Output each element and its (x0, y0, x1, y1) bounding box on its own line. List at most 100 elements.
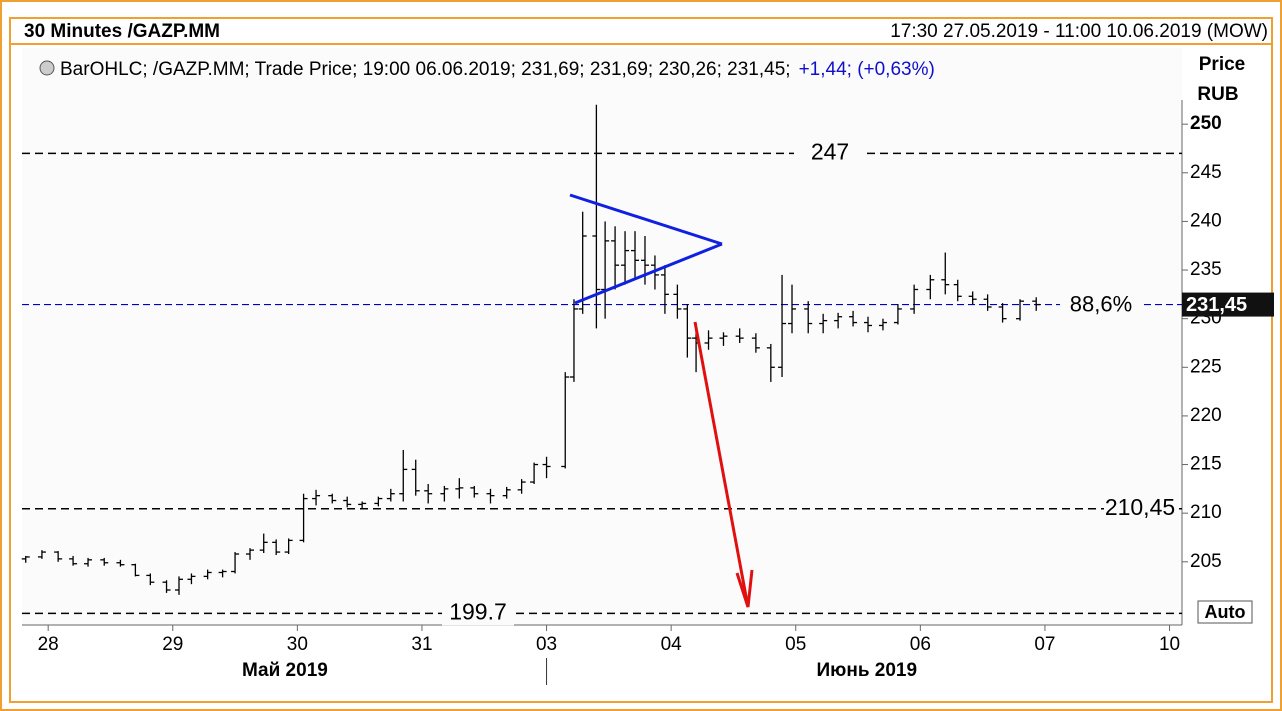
ohlc-bar (998, 303, 1007, 323)
ohlc-bar (37, 550, 46, 559)
ohlc-bar (231, 552, 240, 574)
level-label-bg (794, 141, 866, 166)
ohlc-bar (834, 312, 843, 329)
ohlc-bar (203, 569, 212, 580)
ohlc-bar (542, 456, 551, 479)
ohlc-bar (640, 236, 649, 285)
ohlc-bar (502, 486, 511, 499)
ohlc-bar (84, 557, 93, 567)
y-tick-label: 215 (1190, 454, 1222, 475)
ohlc-bar (69, 555, 78, 566)
x-tick-label: 30 (287, 634, 308, 655)
y-tick-label: 235 (1190, 259, 1222, 280)
percent-bg (1060, 292, 1144, 317)
ohlc-bar (788, 284, 797, 334)
ohlc-bar (116, 559, 125, 567)
ohlc-bar (54, 551, 63, 562)
ohlc-bar (926, 274, 935, 300)
last-price-tag (1182, 292, 1274, 317)
x-tick-label: 28 (38, 634, 59, 655)
ohlc-bar (804, 301, 813, 334)
legend-text: BarOHLC; /GAZP.MM; Trade Price; 19:00 06… (60, 59, 791, 80)
ohlc-bar (328, 493, 337, 504)
ohlc-bar (455, 478, 464, 499)
x-tick-label: 29 (162, 634, 183, 655)
target-arrow (693, 321, 754, 608)
triangle-pattern (569, 193, 723, 305)
ohlc-bar (218, 569, 227, 578)
x-tick-label: 31 (411, 634, 432, 655)
ohlc-bar (673, 284, 682, 319)
level-label: 199.7 (449, 598, 507, 624)
ohlc-bar (174, 576, 183, 595)
ohlc-bar (621, 231, 630, 285)
x-tick-label: 05 (785, 634, 806, 655)
legend-icon[interactable] (39, 60, 55, 76)
ohlc-bar (162, 580, 171, 593)
ohlc-bar (592, 104, 601, 329)
ohlc-bar (778, 274, 787, 378)
ohlc-bar (272, 539, 281, 555)
ohlc-bar (983, 294, 992, 311)
ohlc-bar (819, 313, 828, 334)
arrow-head (735, 569, 754, 608)
ohlc-bar (910, 284, 919, 314)
ohlc-bar (849, 310, 858, 327)
ohlc-bar (299, 493, 308, 543)
ohlc-bar (246, 548, 255, 560)
ohlc-bar (530, 462, 539, 484)
ohlc-bar (1032, 297, 1041, 311)
ohlc-bar (131, 563, 140, 577)
triangle-lower (574, 242, 723, 305)
ohlc-bar (470, 485, 479, 498)
chart-title: 30 Minutes /GAZP.MM (24, 21, 220, 42)
x-tick-label: 06 (910, 634, 931, 655)
ohlc-bar (100, 557, 109, 566)
ohlc-bar (751, 333, 760, 353)
ohlc-bar (187, 573, 196, 585)
ohlc-bar (343, 496, 352, 508)
ohlc-bar (561, 372, 570, 469)
ohlc-bar (259, 533, 268, 554)
level-label-bg (442, 601, 514, 626)
y-tick-label: 250 (1190, 113, 1222, 134)
ohlc-bar (601, 221, 610, 319)
ohlc-bar (631, 231, 640, 280)
ohlc-bar (953, 279, 962, 302)
auto-button[interactable] (1197, 600, 1253, 624)
y-tick-label: 240 (1190, 210, 1222, 231)
date-range: 17:30 27.05.2019 - 11:00 10.06.2019 (MOW… (890, 21, 1268, 42)
auto-button-label[interactable]: Auto (1205, 602, 1246, 622)
ohlc-bar (660, 265, 669, 314)
last-price-label: 231,45 (1186, 294, 1247, 316)
ohlc-bar (386, 488, 395, 502)
y-tick-label: 245 (1190, 162, 1222, 183)
axis-title: Price (1199, 54, 1245, 75)
y-tick-label: 225 (1190, 356, 1222, 377)
arrow-shaft (693, 321, 750, 608)
axis-unit: RUB (1197, 84, 1238, 105)
level-label-bg (1104, 496, 1176, 521)
y-tick-label: 205 (1190, 551, 1222, 572)
panel-frame (9, 17, 1273, 703)
ohlc-bar (735, 328, 744, 343)
ohlc-bar (578, 211, 587, 314)
month-label: Июнь 2019 (816, 660, 917, 681)
ohlc-bar (424, 483, 433, 504)
ohlc-bar (569, 299, 578, 382)
x-tick-label: 03 (536, 634, 557, 655)
plot-area (22, 48, 1182, 625)
percent-label: 88,6% (1070, 291, 1132, 316)
ohlc-bar (611, 226, 620, 290)
ohlc-bar (968, 291, 977, 305)
ohlc-bar (893, 304, 902, 325)
ohlc-bar (704, 330, 713, 350)
x-tick-label: 04 (661, 634, 683, 655)
ohlc-bar (517, 479, 526, 494)
ohlc-bar (374, 496, 383, 507)
ohlc-bar (358, 501, 367, 509)
ohlc-bar (864, 316, 873, 333)
ohlc-bar (1016, 299, 1025, 321)
ohlc-bar (719, 332, 728, 346)
